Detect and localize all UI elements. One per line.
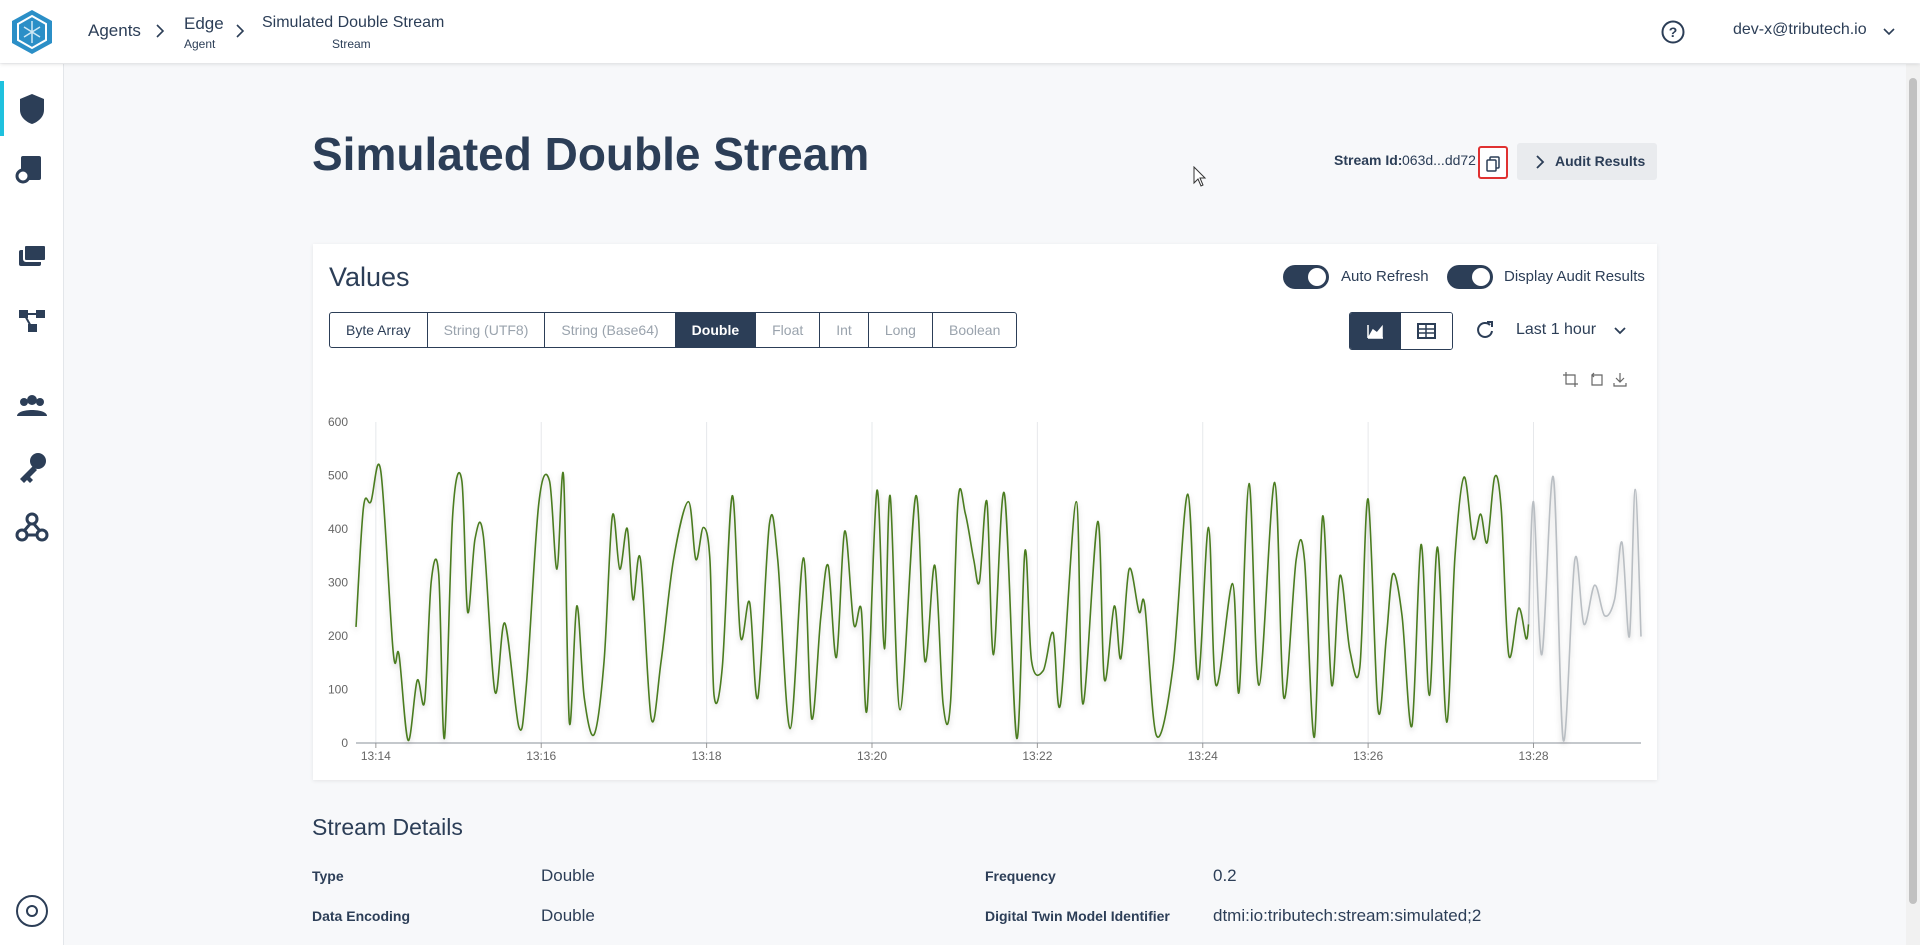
type-tab[interactable]: Float — [756, 313, 821, 347]
toggle-label: Auto Refresh — [1341, 268, 1429, 285]
time-range[interactable]: Last 1 hour — [1516, 321, 1597, 338]
detail-value: Double — [541, 906, 595, 925]
chevron — [156, 24, 165, 38]
type-tab[interactable]: Long — [869, 313, 933, 347]
chevron — [236, 24, 245, 38]
detail-value: 0.2 — [1213, 866, 1237, 885]
type-tabs: Byte Array String (UTF8) String (Base64) Do… — [329, 312, 1018, 348]
header: Agents Edge Agent Simulated Double Strea… — [0, 0, 1920, 63]
refresh-icon[interactable] — [1474, 319, 1496, 341]
detail-label: Type — [312, 868, 344, 884]
chevron-down — [1883, 28, 1895, 36]
active-indicator — [0, 81, 4, 136]
scroll-thumb[interactable] — [1909, 78, 1917, 904]
breadcrumb[interactable]: Simulated Double Stream — [262, 14, 445, 31]
page-title: Simulated Double Stream — [312, 128, 870, 180]
chevron — [1536, 155, 1545, 169]
view-switch[interactable] — [1349, 312, 1453, 350]
panel-title: Values — [329, 262, 410, 292]
detail-label: Data Encoding — [312, 908, 411, 924]
details-title: Stream Details — [312, 814, 463, 840]
logo[interactable] — [10, 9, 54, 55]
detail-value: dtmi:io:tributech:stream:simulated;2 — [1213, 906, 1482, 925]
scrollbar[interactable] — [1906, 64, 1920, 945]
table-view[interactable] — [1401, 313, 1452, 349]
cursor — [1193, 166, 1207, 187]
toggle[interactable] — [1447, 265, 1493, 289]
copy-button[interactable] — [1478, 146, 1508, 179]
breadcrumb-sub: Agent — [184, 37, 216, 51]
type-tab[interactable]: Int — [820, 313, 869, 347]
user-menu[interactable]: dev-x@tributech.io — [1733, 21, 1867, 38]
toggle[interactable] — [1283, 265, 1329, 289]
breadcrumb[interactable]: Edge — [184, 14, 224, 33]
type-tab[interactable]: String (Base64) — [545, 313, 676, 347]
chart-view[interactable] — [1350, 313, 1401, 349]
stream-id-label: Stream Id: — [1334, 152, 1403, 168]
detail-label: Frequency — [985, 868, 1056, 884]
type-tab[interactable]: Byte Array — [330, 313, 428, 347]
type-tab[interactable]: Boolean — [948, 322, 1001, 338]
type-tab[interactable]: Double — [675, 313, 757, 347]
toggle-label: Display Audit Results — [1504, 268, 1645, 285]
sidebar — [0, 64, 64, 945]
chevron-down — [1614, 327, 1626, 335]
detail-value: Double — [541, 866, 595, 885]
stream-id: 063d...dd72 — [1402, 152, 1476, 168]
breadcrumb[interactable]: Agents — [88, 21, 141, 40]
audit-label: Audit Results — [1555, 153, 1646, 169]
nav-icons[interactable] — [0, 64, 63, 945]
detail-label: Digital Twin Model Identifier — [985, 908, 1170, 924]
type-tab[interactable]: String (UTF8) — [428, 313, 546, 347]
copy-icon — [1486, 156, 1500, 172]
breadcrumb-sub: Stream — [332, 37, 371, 51]
help-icon[interactable]: ? — [1661, 20, 1685, 44]
svg-text:?: ? — [1669, 24, 1678, 40]
chart-toolbar[interactable] — [1563, 370, 1643, 390]
audit-button[interactable]: Audit Results — [1517, 143, 1657, 180]
